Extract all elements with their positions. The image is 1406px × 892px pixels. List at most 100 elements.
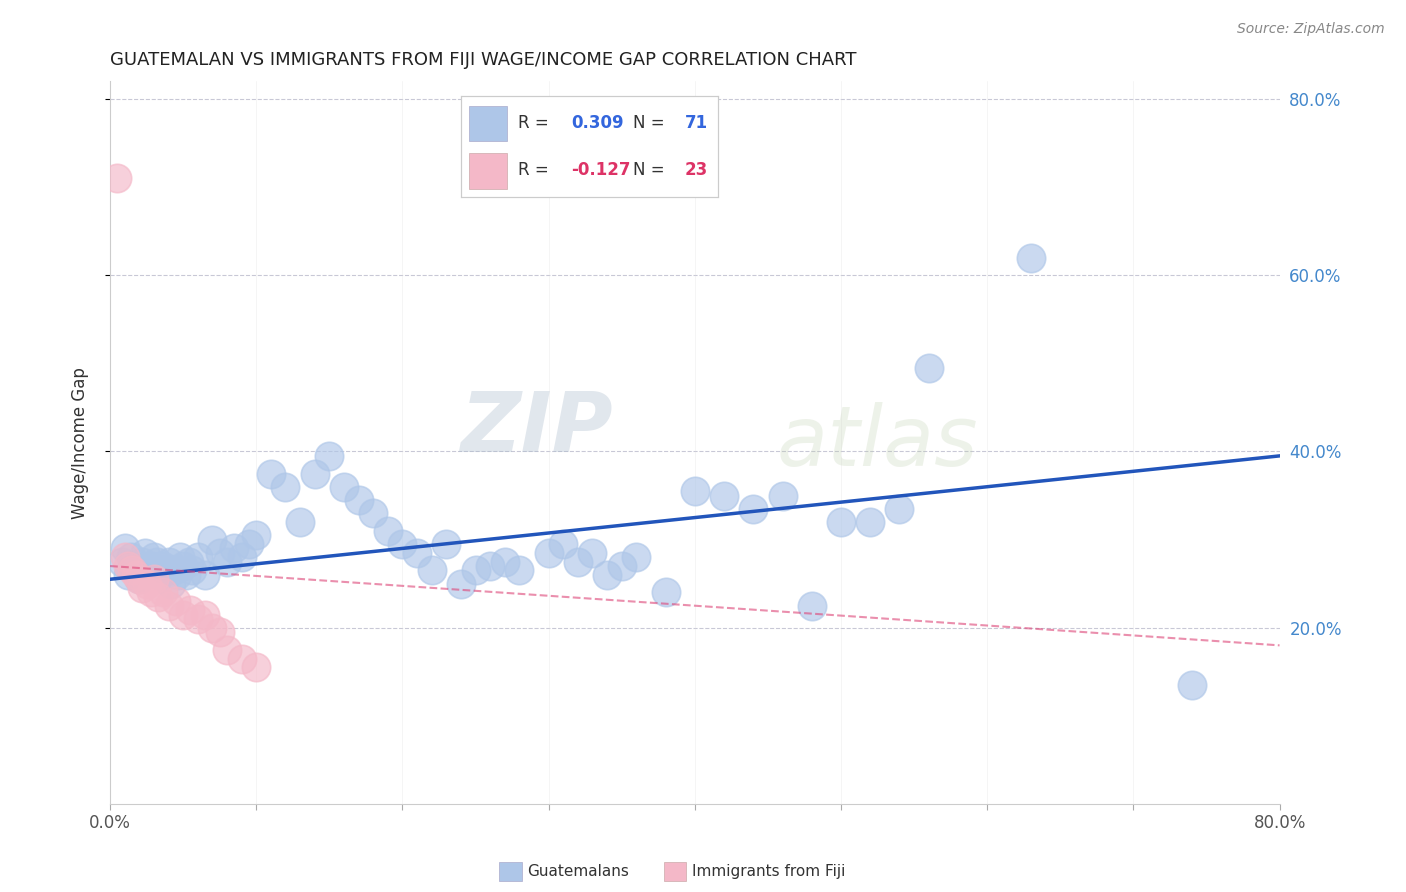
Point — [157, 599, 180, 613]
Point — [208, 546, 231, 560]
Point — [149, 567, 172, 582]
Point — [187, 550, 209, 565]
Point — [567, 555, 589, 569]
Point — [479, 559, 502, 574]
Point — [179, 603, 201, 617]
Point — [174, 567, 197, 582]
Point — [260, 467, 283, 481]
Point — [830, 515, 852, 529]
Point — [160, 576, 183, 591]
Point — [152, 585, 174, 599]
Point — [610, 559, 633, 574]
Point — [146, 555, 169, 569]
Text: Source: ZipAtlas.com: Source: ZipAtlas.com — [1237, 22, 1385, 37]
Point — [654, 585, 676, 599]
Point — [918, 360, 941, 375]
Point — [889, 501, 911, 516]
Point — [581, 546, 603, 560]
Point — [117, 559, 139, 574]
Point — [304, 467, 326, 481]
Point — [508, 564, 530, 578]
Point — [406, 546, 429, 560]
Point — [125, 564, 148, 578]
Point — [163, 564, 186, 578]
Point — [231, 550, 253, 565]
Point — [683, 484, 706, 499]
Point — [131, 581, 153, 595]
Point — [318, 449, 340, 463]
Point — [391, 537, 413, 551]
Point — [245, 660, 267, 674]
Point — [128, 572, 150, 586]
Point — [347, 492, 370, 507]
Point — [121, 564, 143, 578]
Point — [238, 537, 260, 551]
Text: Immigrants from Fiji: Immigrants from Fiji — [692, 864, 845, 879]
Point — [772, 489, 794, 503]
Point — [128, 572, 150, 586]
Text: atlas: atlas — [776, 402, 979, 483]
Point — [135, 576, 157, 591]
Point — [105, 171, 128, 186]
Point — [142, 572, 165, 586]
Point — [194, 607, 217, 622]
Point — [208, 625, 231, 640]
Point — [165, 594, 187, 608]
Point — [245, 528, 267, 542]
Text: ZIP: ZIP — [460, 388, 613, 468]
Point — [434, 537, 457, 551]
Point — [136, 564, 159, 578]
Point — [377, 524, 399, 538]
Point — [172, 607, 194, 622]
Point — [120, 550, 142, 565]
Point — [494, 555, 516, 569]
Text: GUATEMALAN VS IMMIGRANTS FROM FIJI WAGE/INCOME GAP CORRELATION CHART: GUATEMALAN VS IMMIGRANTS FROM FIJI WAGE/… — [110, 51, 856, 69]
Point — [450, 576, 472, 591]
Y-axis label: Wage/Income Gap: Wage/Income Gap — [72, 367, 89, 518]
Point — [464, 564, 486, 578]
Point — [224, 541, 246, 556]
Point — [148, 590, 170, 604]
Point — [134, 546, 156, 560]
Point — [139, 559, 162, 574]
Point — [1181, 678, 1204, 692]
Point — [111, 555, 134, 569]
Point — [596, 567, 619, 582]
Point — [117, 567, 139, 582]
Point — [274, 480, 297, 494]
Point — [800, 599, 823, 613]
Point — [194, 567, 217, 582]
Point — [157, 555, 180, 569]
Point — [169, 550, 191, 565]
Point — [742, 501, 765, 516]
Point — [114, 550, 136, 565]
Point — [713, 489, 735, 503]
Point — [537, 546, 560, 560]
Point — [155, 564, 177, 578]
Point — [187, 612, 209, 626]
Point — [125, 567, 148, 582]
Point — [859, 515, 882, 529]
Point — [122, 559, 145, 574]
Text: Guatemalans: Guatemalans — [527, 864, 628, 879]
Point — [131, 555, 153, 569]
Point — [166, 567, 188, 582]
Point — [231, 651, 253, 665]
Point — [201, 621, 224, 635]
Point — [181, 564, 204, 578]
Point — [215, 642, 238, 657]
Point — [1019, 251, 1042, 265]
Point — [142, 550, 165, 565]
Point — [420, 564, 443, 578]
Point — [152, 559, 174, 574]
Point — [361, 506, 384, 520]
Point — [215, 555, 238, 569]
Point — [172, 559, 194, 574]
Point — [114, 541, 136, 556]
Point — [333, 480, 356, 494]
Point — [177, 555, 200, 569]
Point — [201, 533, 224, 547]
Point — [553, 537, 575, 551]
Point — [139, 585, 162, 599]
Point — [626, 550, 648, 565]
